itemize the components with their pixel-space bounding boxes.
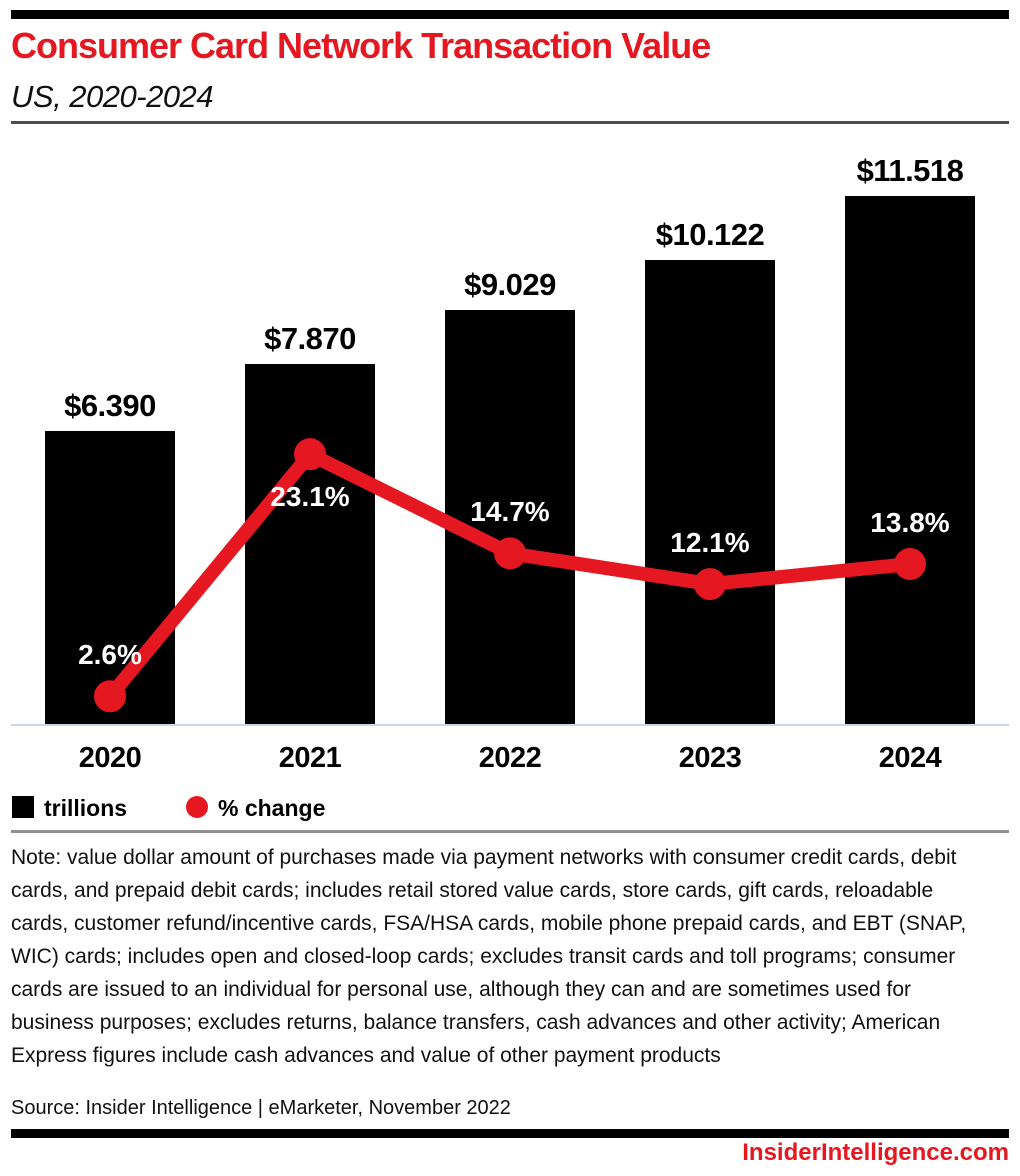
- bar-2020: [45, 431, 175, 724]
- top-accent-bar: [11, 10, 1009, 19]
- footer-accent-bar: [11, 1129, 1009, 1138]
- source-text: Source: Insider Intelligence | eMarketer…: [11, 1097, 511, 1119]
- page-title: Consumer Card Network Transaction Value: [11, 25, 711, 66]
- bar-2021: [245, 363, 375, 724]
- note-text: Note: value dollar amount of purchases m…: [11, 846, 967, 1067]
- pct-label-2020: 2.6%: [78, 639, 142, 671]
- line-dot-2021: [294, 438, 326, 471]
- bar-2024: [845, 196, 975, 724]
- pct-label-2024: 13.8%: [870, 507, 950, 538]
- bar-2022: [445, 310, 575, 724]
- x-axis-label-2022: 2022: [478, 742, 542, 774]
- legend-bar-label: trillions: [44, 795, 128, 821]
- x-axis-label-2021: 2021: [278, 742, 342, 774]
- legend-line-swatch: [186, 796, 208, 818]
- pct-label-2023: 12.1%: [670, 527, 750, 559]
- x-axis-line: [11, 724, 1009, 726]
- pct-change-line: [94, 438, 926, 713]
- bar-value-label-2021: $7.870: [264, 320, 356, 356]
- line-dot-2024: [894, 548, 926, 581]
- footer-site-link[interactable]: InsiderIntelligence.com: [742, 1139, 1009, 1166]
- x-axis-label-2024: 2024: [878, 742, 942, 774]
- line-dot-2023: [694, 568, 726, 601]
- line-dot-2022: [494, 537, 526, 570]
- legend-bar-swatch: [12, 796, 34, 818]
- header-divider: [11, 121, 1009, 124]
- bar-value-label-2022: $9.029: [464, 267, 556, 303]
- pct-label-2021: 23.1%: [270, 481, 350, 513]
- combo-chart: $6.390 2020 $7.870 2021 $9.029 2022 $10.122 202…: [0, 140, 1020, 800]
- x-axis-label-2023: 2023: [678, 742, 742, 774]
- legend-line-label: % change: [218, 795, 326, 821]
- line-dot-2020: [94, 680, 126, 713]
- page-subtitle: US, 2020-2024: [11, 79, 214, 114]
- bar-value-label-2023: $10.122: [655, 217, 765, 253]
- pct-label-2022: 14.7%: [470, 496, 550, 528]
- note-divider: [11, 830, 1009, 833]
- bar-value-label-2020: $6.390: [64, 388, 156, 424]
- bar-2023: [645, 260, 775, 724]
- x-axis-label-2020: 2020: [78, 742, 142, 774]
- bar-value-label-2024: $11.518: [856, 153, 964, 189]
